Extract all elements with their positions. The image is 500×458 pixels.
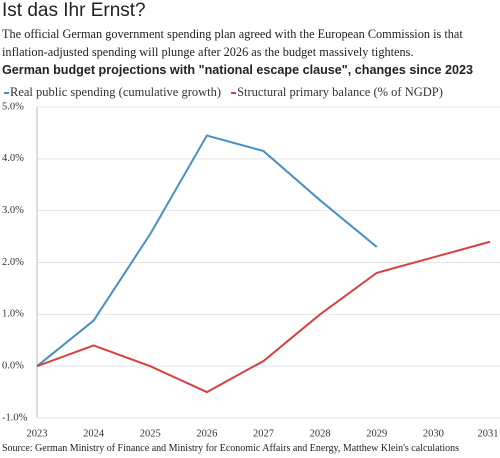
legend-label: Structural primary balance (% of NGDP) <box>237 85 443 99</box>
legend-label: Real public spending (cumulative growth) <box>10 85 221 99</box>
y-tick-label: -1.0% <box>2 412 28 423</box>
x-tick-label: 2023 <box>27 428 48 439</box>
y-tick-label: 2.0% <box>2 257 24 268</box>
source: Source: German Ministry of Finance and M… <box>2 443 460 454</box>
chart: -1.0% 0.0% 1.0% 2.0% 3.0% 4.0% 5.0% 2023 2024 202… <box>2 85 500 439</box>
x-tick-label: 2030 <box>423 428 444 439</box>
x-tick-label: 2029 <box>366 428 387 439</box>
chart-title: German budget projections with "national… <box>2 63 474 77</box>
x-tick-label: 2031 <box>478 428 499 439</box>
y-tick-label: 3.0% <box>2 205 24 216</box>
y-tick-label: 4.0% <box>2 153 24 164</box>
x-tick-label: 2025 <box>140 428 161 439</box>
series-line <box>36 240 491 394</box>
y-tick-label: 0.0% <box>2 361 24 372</box>
x-tick-label: 2026 <box>196 428 217 439</box>
y-tick-label: 5.0% <box>2 101 24 112</box>
title: Ist das Ihr Ernst? <box>2 0 146 21</box>
x-tick-label: 2028 <box>310 428 331 439</box>
subtitle: The official German government spending … <box>2 27 463 59</box>
series-line <box>36 134 378 367</box>
x-tick-label: 2024 <box>83 428 105 439</box>
y-tick-label: 1.0% <box>2 309 24 320</box>
x-tick-label: 2027 <box>253 428 274 439</box>
